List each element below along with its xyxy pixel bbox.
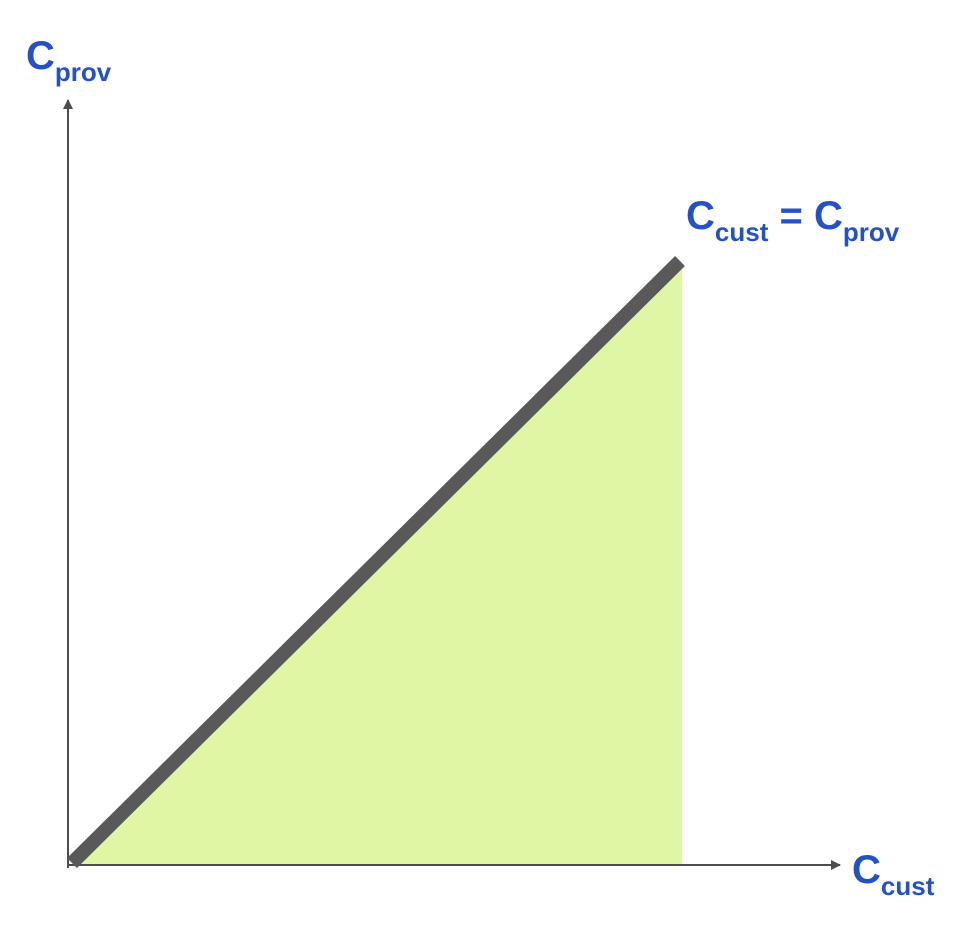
- line-label-right-sub: prov: [842, 217, 900, 247]
- equality-line: [67, 256, 685, 868]
- y-axis-label-main: C: [26, 34, 55, 78]
- x-axis-label-sub: cust: [880, 871, 935, 901]
- x-axis-label-main: C: [852, 848, 881, 892]
- x-axis-label: Ccust: [852, 848, 934, 899]
- line-label-equals: =: [768, 194, 814, 238]
- line-label-left-sub: cust: [714, 217, 769, 247]
- line-label-left-main: C: [686, 194, 715, 238]
- line-label-right-main: C: [813, 194, 843, 238]
- y-axis-label: Cprov: [26, 34, 111, 85]
- equality-line-label: Ccust = Cprov: [686, 194, 899, 245]
- y-axis-label-sub: prov: [54, 57, 112, 87]
